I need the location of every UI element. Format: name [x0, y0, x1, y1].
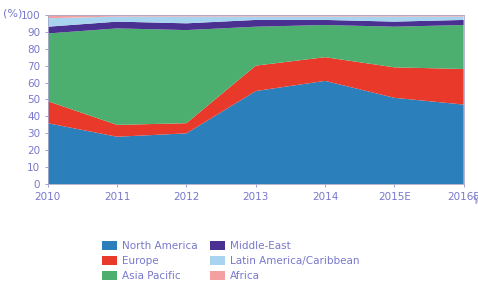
- Y-axis label: (%): (%): [3, 8, 23, 18]
- Text: Year: Year: [472, 196, 478, 206]
- Legend: North America, Europe, Asia Pacific, Middle-East, Latin America/Caribbean, Afric: North America, Europe, Asia Pacific, Mid…: [98, 237, 364, 285]
